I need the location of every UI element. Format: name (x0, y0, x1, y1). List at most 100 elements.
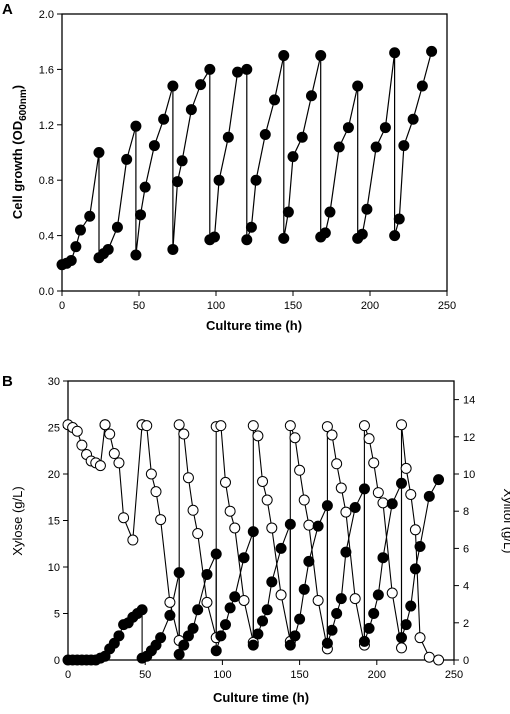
panel-a-y-title-main: Cell growth (OD (10, 121, 25, 219)
panel-a-plot-frame (61, 13, 448, 292)
panel-a-ticks: 0 50 100 150 200 250 0.0 0.4 0.8 1.2 1.6 2.0 (39, 9, 456, 312)
panel-a-od-point (130, 120, 142, 132)
panel-b-xylitol-point (178, 639, 190, 651)
panel-a-od-point (121, 153, 133, 165)
panel-b-left-y-tick-label: 15 (48, 516, 60, 528)
panel-b-right-y-tick-label: 10 (463, 469, 475, 481)
panel-b-xylose-point (275, 589, 287, 601)
panel-b-xylose-point (187, 504, 199, 516)
panel-a-od-point (213, 174, 225, 186)
panel-b-series (62, 419, 445, 666)
panel-a-od-point (74, 224, 86, 236)
panel-a-od-point (342, 122, 354, 134)
panel-b-xylitol-point (247, 639, 259, 651)
panel-b-xylose-point (127, 534, 139, 546)
panel-b-xylitol-point (372, 589, 384, 601)
panel-b-x-tick-label: 0 (65, 669, 71, 681)
panel-b-xylose-point (386, 587, 398, 599)
panel-a-od-point (352, 80, 364, 92)
panel-b-right-y-tick-label: 6 (463, 543, 469, 555)
panel-a-od-point (287, 151, 299, 163)
panel-a-od-point (158, 113, 170, 125)
panel-b-right-y-tick-label: 2 (463, 618, 469, 630)
panel-a-od-point (370, 141, 382, 153)
panel-b-xylose-point (400, 462, 412, 474)
panel-b-left-y-tick-label: 5 (54, 609, 60, 621)
panel-b-xylitol-point (423, 490, 435, 502)
panel-b-right-y-tick-label: 12 (463, 432, 475, 444)
panel-a-y-title-end: ) (10, 85, 25, 89)
panel-a-od-point (278, 50, 290, 62)
panel-a-od-point (305, 90, 317, 102)
panel-b-xylitol-point (210, 645, 222, 657)
panel-a-od-point (222, 131, 234, 143)
panel-b-xylitol-point (136, 604, 148, 616)
panel-b-xylose-point (358, 420, 370, 432)
panel-b-xylose-point (215, 420, 227, 432)
panel-b-xylose-point (423, 651, 435, 663)
panel-a-y-tick-label: 0.4 (39, 231, 54, 243)
panel-b-xylitol-point (340, 546, 352, 558)
panel-b-xylose-point (71, 425, 83, 437)
panel-b-xylose-point (294, 464, 306, 476)
panel-b-xylose-point (76, 439, 88, 451)
panel-a-x-tick-label: 200 (361, 300, 379, 312)
panel-b-xylose-point (396, 419, 408, 431)
panel-b-xylose-point (192, 528, 204, 540)
panel-a-od-point (130, 249, 142, 261)
panel-b-right-y-tick-label: 4 (463, 581, 469, 593)
panel-b-xylose-point (303, 519, 315, 531)
panel-a-x-tick-label: 50 (133, 300, 145, 312)
panel-b-x-tick-label: 200 (368, 669, 386, 681)
panel-b-xylitol-point (252, 628, 264, 640)
panel-b-xylitol-point (400, 619, 412, 631)
panel-b-xylitol-point (331, 608, 343, 619)
panel-b-xylose-point (257, 475, 269, 487)
panel-b-xylose-point (155, 514, 167, 526)
panel-b-xylose-point (247, 420, 259, 432)
panel-a-od-point (398, 140, 410, 152)
panel-a-y-tick-label: 0.8 (39, 175, 54, 187)
panel-a-od-point (333, 141, 345, 153)
panel-a-x-tick-label: 150 (284, 300, 302, 312)
panel-b-x-tick-label: 150 (290, 669, 308, 681)
panel-a-od-point (426, 45, 438, 57)
panel-b-xylose-point (261, 494, 273, 506)
panel-a-od-point (416, 80, 428, 92)
panel-b-left-y-tick-label: 10 (48, 562, 60, 574)
panel-b-xylitol-point (405, 600, 417, 612)
panel-b-left-y-tick-label: 0 (54, 655, 60, 667)
panel-a-od-point (208, 231, 220, 243)
panel-b-xylose-point (141, 420, 153, 432)
panel-a-od-point (324, 206, 336, 218)
panel-b-right-y-axis-title: Xylitol (g/L) (501, 488, 510, 553)
panel-b-xylitol-point (261, 604, 273, 616)
panel-a-y-tick-label: 2.0 (39, 9, 54, 21)
panel-a-od-point (139, 181, 151, 193)
panel-b-xylitol-point (294, 613, 306, 625)
panel-b-xylitol-point (201, 568, 213, 580)
panel-b-xylitol-point (368, 608, 380, 619)
panel-b-left-y-tick-label: 30 (48, 376, 60, 388)
panel-b-xylose-point (284, 420, 296, 432)
panel-b-xylose-point (219, 476, 231, 488)
panel-b-xylose-point (312, 594, 324, 606)
panel-a-y-tick-label: 0.0 (39, 286, 54, 298)
panel-a-od-point (361, 203, 373, 215)
panel-b-xylose-point (104, 428, 116, 440)
panel-b-xylose-point (113, 457, 125, 469)
panel-a-od-point (232, 66, 244, 78)
panel-a-od-point (296, 131, 308, 143)
panel-b-right-y-tick-label: 0 (463, 655, 469, 667)
panel-a-y-tick-label: 1.6 (39, 64, 54, 76)
panel-b-xylitol-point (155, 632, 167, 644)
panel-a-od-point (389, 47, 401, 59)
panel-a-od-point (135, 209, 147, 221)
panel-b-xylitol-point (358, 483, 370, 495)
panel-b-xylitol-point (358, 635, 370, 647)
panel-b-xylose-point (372, 487, 384, 499)
panel-b-xylose-point (150, 486, 162, 498)
panel-b-xylose-point (321, 421, 333, 433)
panel-a-od-point (389, 230, 401, 242)
